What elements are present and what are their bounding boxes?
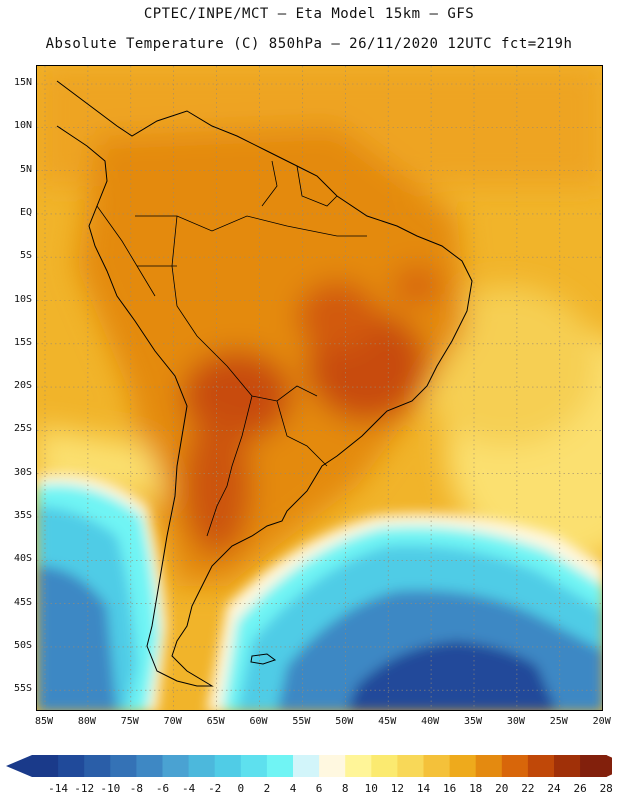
lon-tick-label: 45W xyxy=(378,716,397,727)
colorbar-swatch xyxy=(319,755,346,777)
colorbar-tick-label: 8 xyxy=(341,782,349,795)
country-borders xyxy=(96,160,367,537)
colorbar-tick-label: 10 xyxy=(364,782,378,795)
lat-tick-label: 40S xyxy=(13,553,32,565)
lon-tick-label: 35W xyxy=(463,716,483,727)
colorbar-swatch xyxy=(110,755,137,777)
lon-tick-label: 85W xyxy=(34,716,54,727)
colorbar-swatch xyxy=(527,755,555,777)
colorbar-swatch xyxy=(162,755,190,777)
lon-tick-label: 65W xyxy=(206,716,225,727)
colorbar-swatch xyxy=(475,755,503,777)
colorbar-tick-label: 24 xyxy=(547,782,561,795)
colorbar-tick-label: -2 xyxy=(208,782,222,795)
colorbar-swatch xyxy=(501,755,529,777)
lon-tick-label: 60W xyxy=(249,716,268,727)
colorbar-swatch xyxy=(293,755,320,777)
title-line-1: CPTEC/INPE/MCT — Eta Model 15km — GFS xyxy=(143,6,475,22)
lon-tick-label: 25W xyxy=(549,716,568,727)
lat-tick-label: 5N xyxy=(19,163,32,175)
colorbar-tick-label: 26 xyxy=(573,782,587,795)
lon-tick-label: 30W xyxy=(506,716,525,727)
colorbar-tick-label: 6 xyxy=(315,782,323,795)
cold-ocean-field xyxy=(37,474,602,710)
graticule xyxy=(37,66,602,710)
lon-tick-label: 55W xyxy=(292,716,311,727)
lon-tick-label: 70W xyxy=(163,716,182,727)
colorbar-tick-label: 2 xyxy=(263,782,271,795)
colorbar-tick-label: -14 xyxy=(48,782,69,795)
lat-tick-label: 45S xyxy=(13,596,32,608)
colorbar-swatch xyxy=(136,755,163,777)
lon-tick-label: 20W xyxy=(592,716,611,727)
colorbar-tick-label: 22 xyxy=(521,782,535,795)
lat-tick-label: 10N xyxy=(13,120,32,132)
colorbar-swatch xyxy=(397,755,424,777)
colorbar-tick-label: -12 xyxy=(74,782,95,795)
colorbar-swatch xyxy=(371,755,398,777)
colorbar-tick-label: 14 xyxy=(416,782,431,795)
colorbar-tick-label: -8 xyxy=(129,782,144,795)
lat-tick-label: 50S xyxy=(13,639,32,651)
colorbar-tick-label: -4 xyxy=(181,782,196,795)
falkland-islands xyxy=(250,653,277,665)
colorbar-swatch xyxy=(345,755,372,777)
lon-tick-label: 75W xyxy=(120,716,139,727)
lat-tick-label: 55S xyxy=(13,683,32,695)
colorbar-tick-label: 12 xyxy=(390,782,405,795)
lon-tick-label: 40W xyxy=(421,716,440,727)
lat-tick-label: EQ xyxy=(19,206,32,218)
lat-tick-label: 15N xyxy=(13,77,32,88)
colorbar-tick-label: -6 xyxy=(155,782,170,795)
colorbar xyxy=(6,755,612,777)
lat-tick-label: 10S xyxy=(13,293,32,305)
colorbar-tick-label: 16 xyxy=(442,782,457,795)
map-panel xyxy=(36,65,603,711)
temperature-map xyxy=(37,66,602,710)
colorbar-high-arrow xyxy=(606,755,612,777)
lat-tick-label: 25S xyxy=(13,423,32,435)
colorbar-swatch xyxy=(188,755,216,777)
lat-tick-label: 35S xyxy=(13,510,32,521)
lon-tick-label: 50W xyxy=(335,716,354,727)
colorbar-swatch xyxy=(214,755,242,777)
colorbar-tick-label: 20 xyxy=(495,782,509,795)
colorbar-swatch xyxy=(580,755,607,777)
colorbar-low-arrow xyxy=(6,755,32,777)
colorbar-swatch xyxy=(554,755,581,777)
colorbar-tick-label: 0 xyxy=(237,782,245,795)
colorbar-tick-label: 4 xyxy=(289,782,297,795)
colorbar-tick-label: 18 xyxy=(469,782,483,795)
colorbar-tick-label: 28 xyxy=(599,782,613,795)
title-line-2: Absolute Temperature (C) 850hPa — 26/11/… xyxy=(45,36,573,52)
colorbar-tick-label: -10 xyxy=(100,782,121,795)
colorbar-swatch xyxy=(84,755,111,777)
colorbar-swatch xyxy=(32,755,59,777)
coastline xyxy=(56,80,473,687)
colorbar-swatch xyxy=(266,755,294,777)
lon-tick-label: 80W xyxy=(77,716,96,727)
lat-tick-label: 30S xyxy=(13,466,32,478)
lat-tick-label: 15S xyxy=(13,336,32,348)
colorbar-swatch xyxy=(423,755,451,777)
lat-tick-label: 5S xyxy=(19,250,32,262)
colorbar-swatch xyxy=(240,755,268,777)
colorbar-swatch xyxy=(449,755,477,777)
colorbar-swatch xyxy=(58,755,85,777)
lat-tick-label: 20S xyxy=(13,380,32,392)
